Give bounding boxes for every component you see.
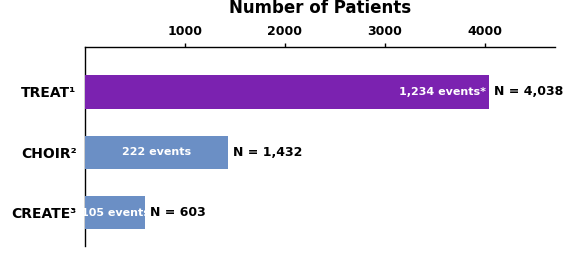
Text: N = 4,038: N = 4,038	[494, 85, 563, 98]
Text: N = 1,432: N = 1,432	[233, 146, 302, 159]
Text: 1,234 events*: 1,234 events*	[398, 87, 486, 97]
Bar	[85, 196, 145, 229]
Bar	[85, 136, 228, 169]
Bar	[85, 75, 488, 109]
Text: N = 603: N = 603	[150, 206, 206, 219]
Text: 222 events: 222 events	[122, 147, 191, 157]
Title: Number of Patients: Number of Patients	[229, 0, 411, 17]
Text: 105 events: 105 events	[80, 208, 149, 218]
